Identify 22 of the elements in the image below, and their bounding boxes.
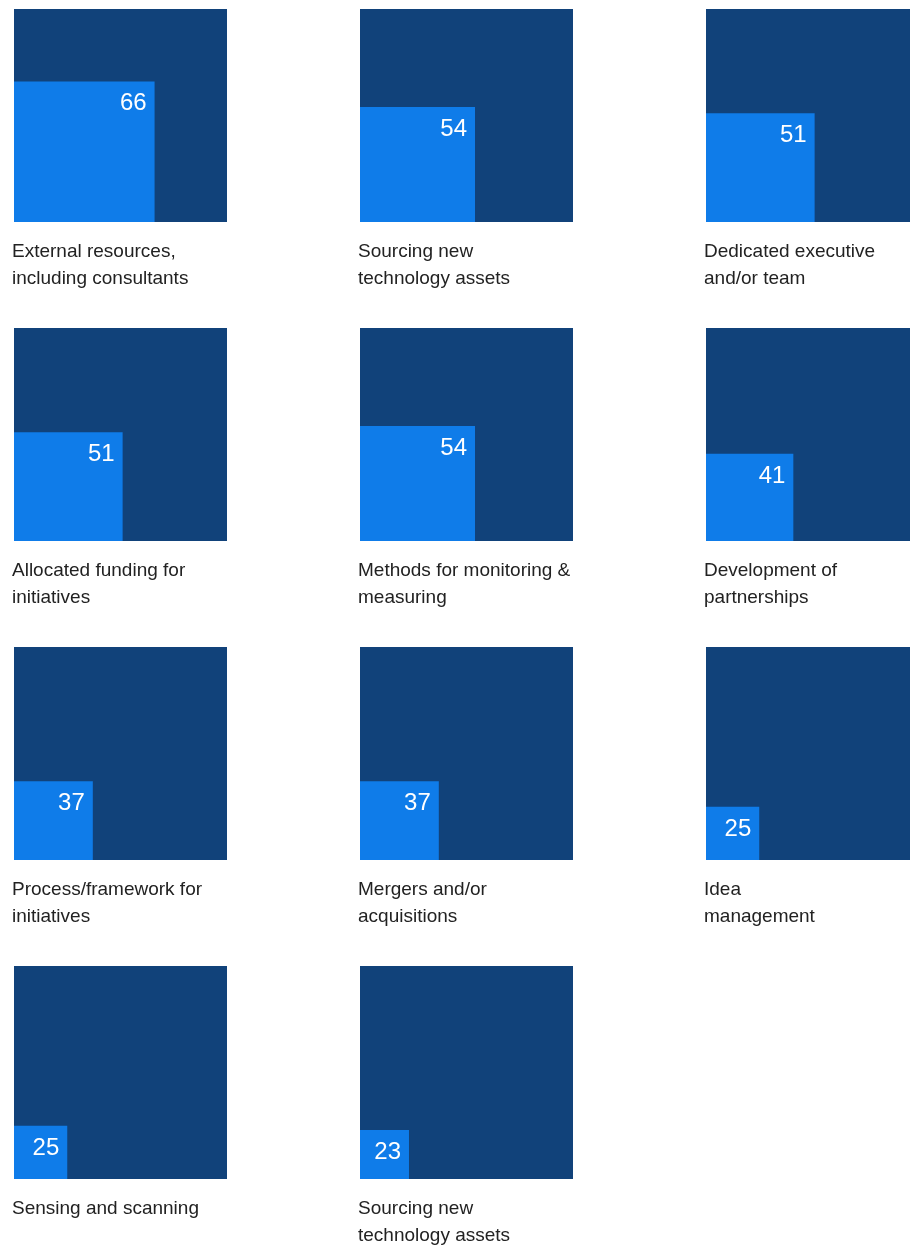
category-label: External resources, including consultants [12, 240, 189, 288]
data-label: 25 [724, 813, 752, 841]
category-label: Development of partnerships [704, 559, 838, 607]
category-label: Mergers and/or acquisitions [358, 878, 488, 926]
category-label: Sourcing new technology assets [358, 1197, 511, 1245]
data-label: 51 [87, 439, 115, 467]
category-label: Sourcing new technology assets [358, 240, 511, 288]
category-label: Methods for monitoring & measuring [358, 559, 571, 607]
data-label: 25 [32, 1132, 60, 1160]
category-label: Dedicated executive and/or team [704, 240, 876, 288]
category-label: Process/framework for initiatives [12, 878, 203, 926]
data-label: 51 [779, 120, 807, 148]
category-label: Allocated funding for initiatives [12, 559, 186, 607]
data-label: 41 [758, 460, 786, 488]
data-label: 54 [440, 432, 468, 460]
category-label: Sensing and scanning [12, 1197, 199, 1218]
category-label: Idea management [704, 878, 816, 926]
data-label: 37 [404, 788, 431, 816]
data-label: 37 [58, 788, 85, 816]
data-label: 23 [374, 1137, 401, 1165]
data-label: 66 [119, 88, 147, 116]
data-label: 54 [440, 113, 468, 141]
